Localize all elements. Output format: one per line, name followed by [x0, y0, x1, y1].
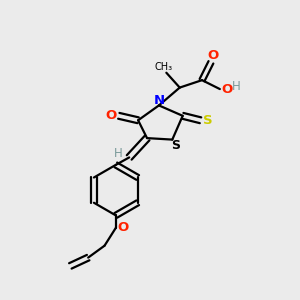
Text: N: N: [153, 94, 164, 107]
Text: O: O: [222, 82, 233, 96]
Text: O: O: [118, 221, 129, 234]
Text: O: O: [208, 49, 219, 62]
Text: H: H: [113, 147, 122, 161]
Text: O: O: [106, 109, 117, 122]
Text: S: S: [203, 114, 213, 127]
Text: H: H: [232, 80, 241, 93]
Text: S: S: [171, 139, 180, 152]
Text: CH₃: CH₃: [154, 62, 172, 72]
